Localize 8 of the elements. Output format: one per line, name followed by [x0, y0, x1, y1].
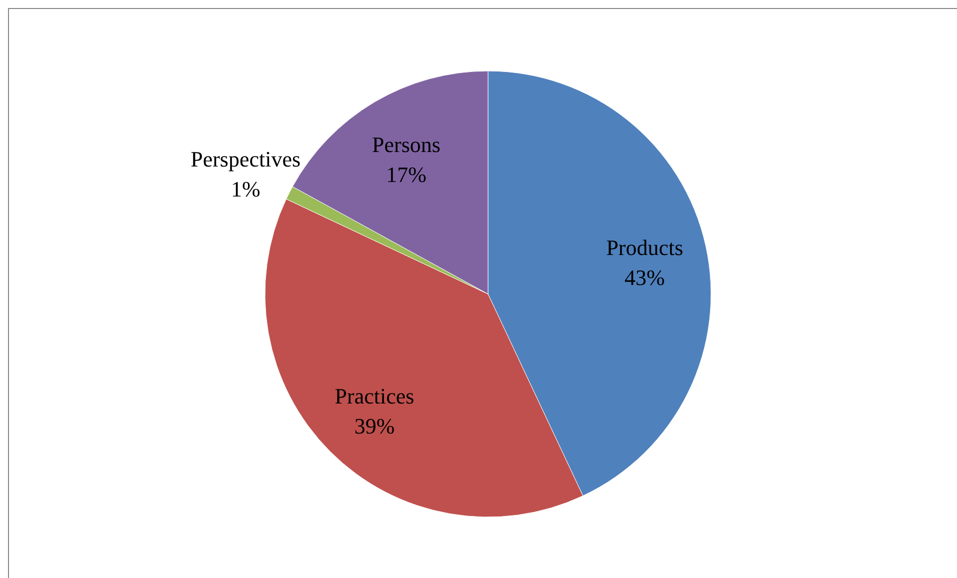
data-label: 39% — [354, 414, 395, 439]
data-label: 1% — [230, 176, 260, 202]
slice-label: Perspectives — [190, 146, 301, 172]
data-label: 43% — [624, 264, 665, 290]
data-label: 17% — [386, 162, 426, 187]
slice-label: Practices — [334, 384, 414, 409]
slice-label: Products — [606, 234, 684, 260]
slice-label: Persons — [372, 132, 440, 157]
